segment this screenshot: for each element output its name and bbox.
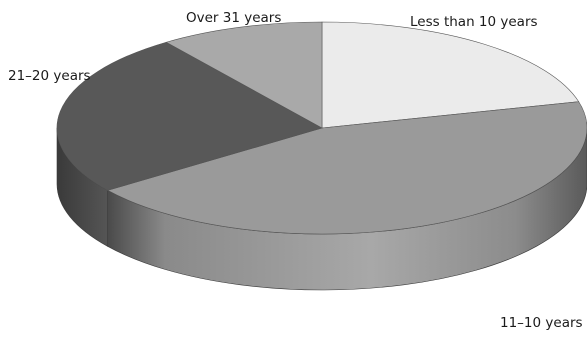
slice-label-11-10: 11–10 years <box>500 315 583 331</box>
pie-tops <box>56 21 587 235</box>
slice-top-0 <box>321 21 580 129</box>
slice-label-less-than-10: Less than 10 years <box>410 14 538 30</box>
slice-top-2 <box>56 41 323 191</box>
slice-label-21-20: 21–20 years <box>8 68 91 84</box>
pie-labels: Less than 10 years 11–10 years 21–20 yea… <box>8 10 583 331</box>
slice-top-3 <box>165 21 323 129</box>
slice-top-1 <box>106 101 587 235</box>
slice-label-over-31: Over 31 years <box>186 10 281 26</box>
